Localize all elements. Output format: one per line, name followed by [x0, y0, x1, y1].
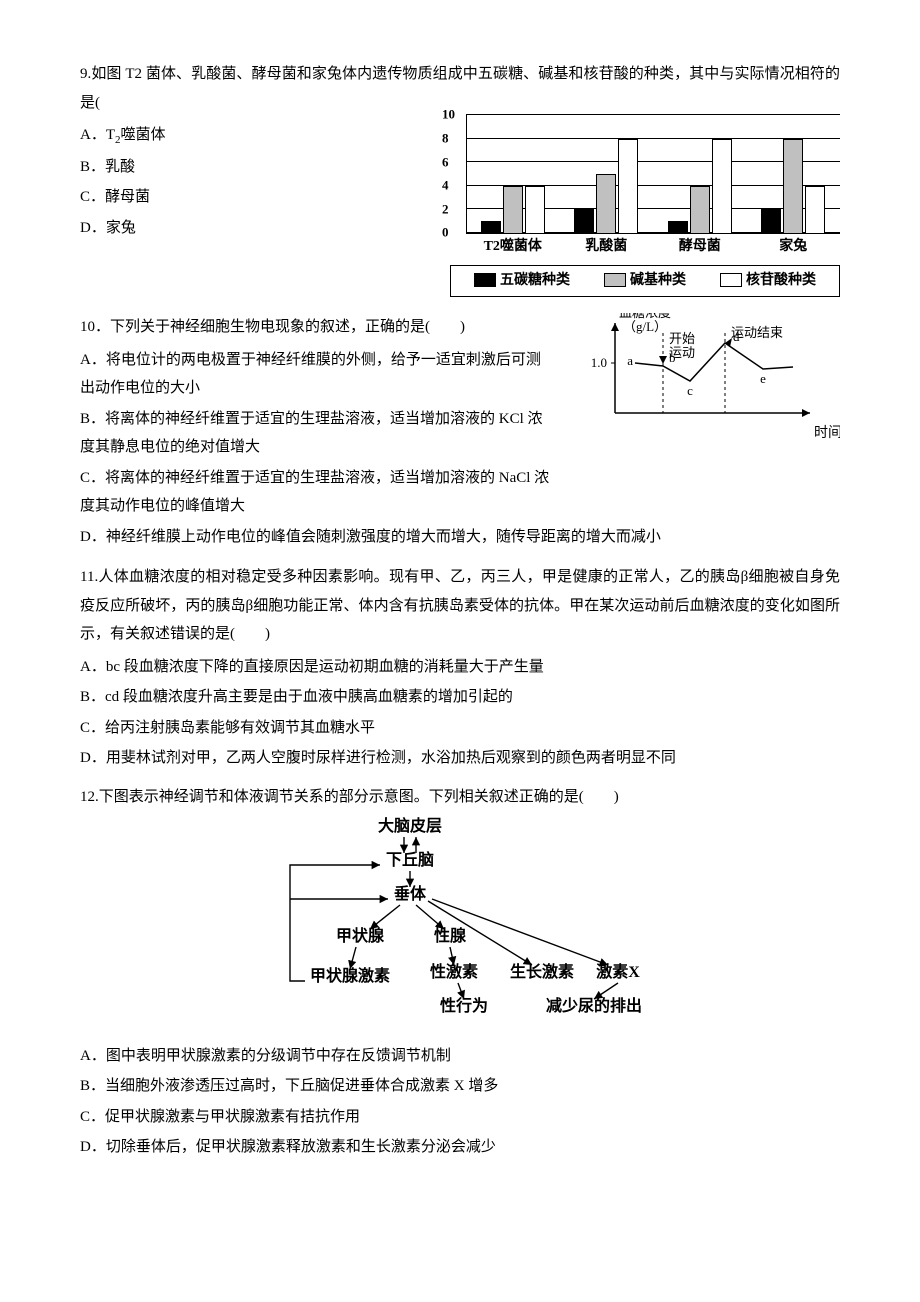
svg-text:甲状腺激素: 甲状腺激素: [310, 966, 390, 985]
q11-opt-b: B．cd 段血糖浓度升高主要是由于血液中胰高血糖素的增加引起的: [80, 683, 840, 712]
q11-stem: 11.人体血糖浓度的相对稳定受多种因素影响。现有甲、乙，丙三人，甲是健康的正常人…: [80, 563, 840, 649]
svg-text:甲状腺: 甲状腺: [336, 926, 385, 945]
svg-text:减少尿的排出: 减少尿的排出: [546, 996, 642, 1015]
svg-text:时间: 时间: [814, 425, 840, 441]
svg-text:e: e: [760, 371, 766, 386]
svg-text:大脑皮层: 大脑皮层: [378, 817, 442, 835]
opt-a-pre: A．T: [80, 127, 115, 143]
svg-text:开始: 开始: [669, 331, 695, 346]
q11-options: A．bc 段血糖浓度下降的直接原因是运动初期血糖的消耗量大于产生量 B．cd 段…: [80, 653, 840, 773]
q12-options: A．图中表明甲状腺激素的分级调节中存在反馈调节机制 B．当细胞外液渗透压过高时，…: [80, 1042, 840, 1162]
q12-opt-c: C．促甲状腺激素与甲状腺激素有拮抗作用: [80, 1103, 840, 1132]
q12-diagram: 大脑皮层下丘脑垂体甲状腺 性腺甲状腺激素 性激素 生长激素 激素X 性行为 减少尿的排出: [80, 817, 840, 1036]
q10-opt-d: D．神经纤维膜上动作电位的峰值会随刺激强度的增大而增大，随传导距离的增大而减小: [80, 523, 840, 552]
svg-text:垂体: 垂体: [394, 884, 427, 903]
opt-a-post: 噬菌体: [121, 127, 166, 143]
question-10: 血糖浓度（g/L）时间1.0开始运动运动结束abcde 10．下列关于神经细胞生…: [80, 313, 840, 553]
svg-text:d: d: [733, 329, 740, 344]
svg-text:c: c: [687, 383, 693, 398]
q11-opt-d: D．用斐林试剂对甲，乙两人空腹时尿样进行检测，水浴加热后观察到的颜色两者明显不同: [80, 744, 840, 773]
svg-text:b: b: [669, 350, 676, 365]
svg-text:下丘脑: 下丘脑: [386, 850, 434, 869]
q12-opt-a: A．图中表明甲状腺激素的分级调节中存在反馈调节机制: [80, 1042, 840, 1071]
svg-text:1.0: 1.0: [591, 355, 607, 370]
svg-text:a: a: [627, 353, 633, 368]
question-12: 12.下图表示神经调节和体液调节关系的部分示意图。下列相关叙述正确的是( ) 大…: [80, 783, 840, 1162]
q12-opt-d: D．切除垂体后，促甲状腺激素释放激素和生长激素分泌会减少: [80, 1133, 840, 1162]
question-11: 11.人体血糖浓度的相对稳定受多种因素影响。现有甲、乙，丙三人，甲是健康的正常人…: [80, 563, 840, 773]
q9-chart: 0246810 T2噬菌体乳酸菌酵母菌家兔 五碳糖种类碱基种类核苷酸种类: [440, 115, 840, 297]
q12-opt-b: B．当细胞外液渗透压过高时，下丘脑促进垂体合成激素 X 增多: [80, 1072, 840, 1101]
q12-stem: 12.下图表示神经调节和体液调节关系的部分示意图。下列相关叙述正确的是( ): [80, 783, 840, 812]
q11-opt-c: C．给丙注射胰岛素能够有效调节其血糖水平: [80, 714, 840, 743]
svg-text:性腺: 性腺: [434, 926, 467, 945]
svg-text:性行为: 性行为: [440, 996, 488, 1015]
q11-opt-a: A．bc 段血糖浓度下降的直接原因是运动初期血糖的消耗量大于产生量: [80, 653, 840, 682]
svg-text:激素X: 激素X: [596, 962, 640, 981]
q10-opt-c: C．将离体的神经纤维置于适宜的生理盐溶液，适当增加溶液的 NaCl 浓度其动作电…: [80, 464, 840, 521]
q10-chart: 血糖浓度（g/L）时间1.0开始运动运动结束abcde: [560, 313, 840, 463]
svg-text:（g/L）: （g/L）: [623, 319, 667, 334]
svg-text:生长激素: 生长激素: [510, 962, 574, 981]
question-9: 9.如图 T2 菌体、乳酸菌、酵母菌和家兔体内遗传物质组成中五碳糖、碱基和核苷酸…: [80, 60, 840, 303]
q9-stem-line1: 9.如图 T2 菌体、乳酸菌、酵母菌和家兔体内遗传物质组成中五碳糖、碱基和核苷酸…: [80, 60, 840, 117]
svg-text:性激素: 性激素: [430, 962, 478, 981]
